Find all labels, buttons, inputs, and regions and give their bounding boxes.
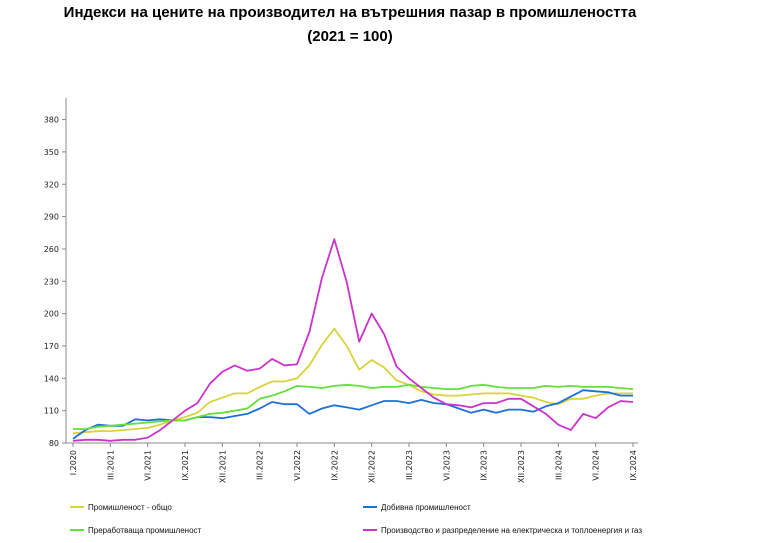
y-tick-label: 320 (44, 180, 59, 189)
y-tick-label: 260 (44, 245, 59, 254)
chart-title: Индекси на цените на производител на вът… (63, 4, 637, 21)
x-tick-label: III.2022 (256, 450, 265, 480)
x-tick-label: III.2021 (106, 450, 115, 480)
y-tick-label: 110 (44, 407, 59, 416)
y-tick-label: 350 (44, 148, 59, 157)
y-tick-label: 140 (44, 374, 59, 383)
series-line-4 (72, 238, 634, 442)
x-tick-label: VI.2023 (442, 450, 451, 481)
series-line-2 (72, 389, 633, 440)
chart-axes: 80 110 140 170 200 230 260 290 320 350 380 I.2020 II… (44, 98, 638, 483)
y-tick-label: 170 (44, 342, 59, 351)
legend-label: Добивна промишленост (381, 503, 471, 512)
x-tick-label: III.2023 (405, 450, 414, 480)
series-line-3 (73, 383, 634, 430)
y-tick-label: 230 (44, 277, 59, 286)
x-tick-label: VI.2024 (592, 450, 601, 481)
x-tick-label: XII.2021 (218, 450, 227, 483)
x-tick-label: XII.2022 (368, 450, 377, 483)
x-tick-label: VI.2021 (144, 450, 153, 481)
series-line-1 (72, 327, 633, 435)
y-tick-label: 380 (44, 116, 59, 125)
x-tick-label: I.2020 (69, 450, 78, 475)
x-tick-label: XII.2023 (517, 450, 526, 483)
legend-label: Преработваща промишленост (88, 526, 202, 535)
legend-label: Промишленост - общо (88, 503, 172, 512)
x-tick-label: IX.2022 (330, 450, 339, 481)
x-tick-label: VI.2022 (293, 450, 302, 481)
x-tick-label: IX.2021 (181, 450, 190, 481)
x-tick-label: IX.2024 (629, 450, 638, 481)
x-tick-label: III.2024 (554, 450, 563, 480)
series-lines (72, 238, 634, 442)
y-tick-label: 290 (44, 213, 59, 222)
y-tick-label: 80 (49, 439, 59, 448)
y-tick-label: 200 (44, 310, 59, 319)
x-tick-label: IX.2023 (480, 450, 489, 481)
chart-legend: Промишленост - общо Добивна промишленост П… (70, 503, 642, 535)
legend-label: Производство и разпределение на електрич… (381, 526, 642, 535)
chart-subtitle: (2021 = 100) (307, 28, 393, 45)
